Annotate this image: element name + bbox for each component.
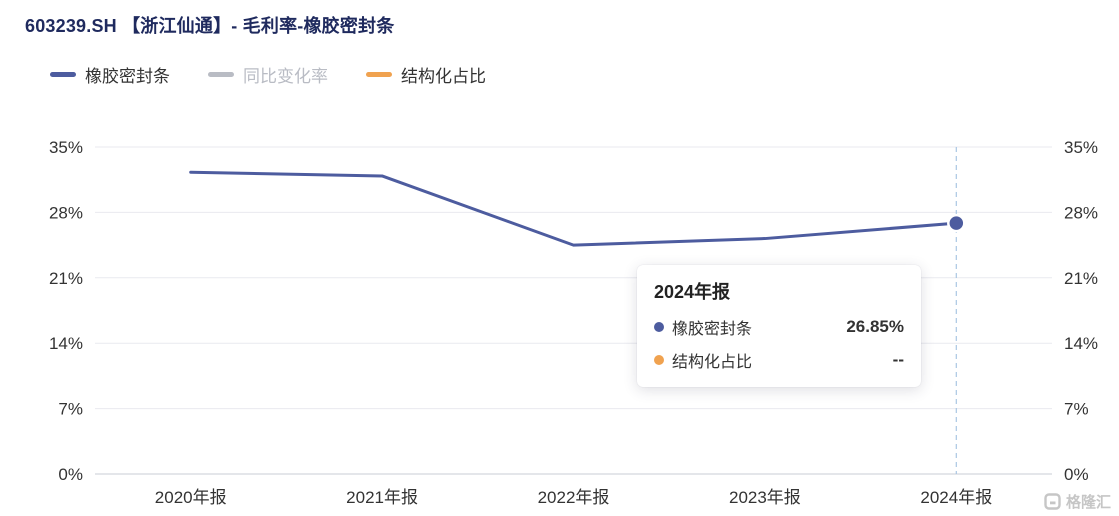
y-axis-label-right: 21% [1064,269,1098,288]
y-axis-label-right: 7% [1064,400,1089,419]
legend-swatch-series [50,72,76,77]
legend-item-structured-share[interactable]: 结构化占比 [366,62,486,87]
tooltip-row-value: -- [892,350,904,369]
legend-swatch-yoy-change [208,72,234,77]
y-axis-label-right: 35% [1064,138,1098,157]
y-axis-label-left: 28% [49,203,83,222]
watermark-text: 格隆汇 [1065,494,1111,511]
y-axis-label-left: 7% [58,400,83,419]
y-axis-label-left: 0% [58,465,83,484]
series-line [189,170,958,247]
tooltip-row-value: 26.85% [846,317,904,336]
x-axis-label: 2020年报 [155,488,227,507]
y-axis-label-right: 0% [1064,465,1089,484]
tooltip-row-series: 橡胶密封条 26.85% [654,315,904,339]
x-axis-label: 2022年报 [538,488,610,507]
x-axis-label: 2023年报 [729,488,801,507]
highlighted-data-point[interactable] [947,213,966,233]
y-axis-label-left: 35% [49,138,83,157]
series-dot-icon [654,322,664,332]
legend-label-yoy-change: 同比变化率 [243,67,328,86]
legend-swatch-structured-share [366,72,392,77]
chart-title: 603239.SH 【浙江仙通】- 毛利率-橡胶密封条 [25,16,395,36]
legend-item-series[interactable]: 橡胶密封条 [50,62,170,87]
legend: 橡胶密封条 同比变化率 结构化占比 [50,62,486,87]
gelonghui-logo-icon [1044,493,1061,510]
y-axis-label-left: 14% [49,334,83,353]
structured-share-dot-icon [654,355,664,365]
watermark: 格隆汇 [1044,491,1111,512]
y-axis-label-left: 21% [49,269,83,288]
tooltip-row-label: 结构化占比 [672,354,753,371]
legend-label-series: 橡胶密封条 [85,67,170,86]
y-axis-label-right: 28% [1064,203,1098,222]
x-axis-label: 2021年报 [346,488,418,507]
tooltip-row-structured-share: 结构化占比 -- [654,348,904,372]
tooltip-title: 2024年报 [654,282,731,302]
x-axis-label: 2024年报 [920,488,992,507]
legend-item-yoy-change[interactable]: 同比变化率 [208,62,328,87]
tooltip: 2024年报 橡胶密封条 26.85% 结构化占比 -- [637,265,921,387]
legend-label-structured-share: 结构化占比 [401,67,486,86]
y-axis-label-right: 14% [1064,334,1098,353]
tooltip-row-label: 橡胶密封条 [672,321,753,338]
